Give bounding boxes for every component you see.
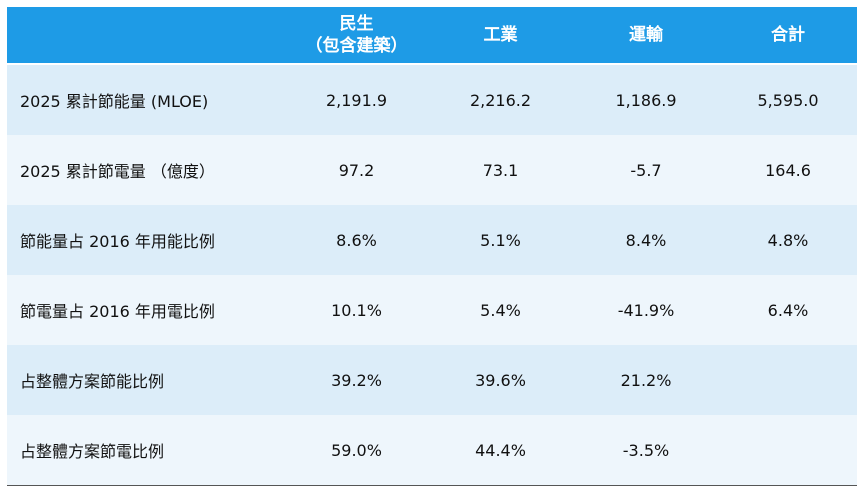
cell-total: 6.4% [719,275,857,345]
header-residential-title: 民生 [339,14,374,34]
table-row: 2025 累計節電量 （億度） 97.2 73.1 -5.7 164.6 [7,135,857,205]
cell-residential: 2,191.9 [285,64,428,135]
cell-transport: -3.5% [573,415,719,486]
energy-savings-table-container: 民生 （包含建築） 工業 運輸 合計 2025 累計節能量 (MLOE) 2,1… [7,7,857,486]
header-residential: 民生 （包含建築） [285,7,428,64]
row-label: 節能量占 2016 年用能比例 [7,205,285,275]
table-row: 節電量占 2016 年用電比例 10.1% 5.4% -41.9% 6.4% [7,275,857,345]
cell-transport: 8.4% [573,205,719,275]
header-transport: 運輸 [573,7,719,64]
cell-industry: 73.1 [428,135,573,205]
cell-transport: -41.9% [573,275,719,345]
table-row: 占整體方案節電比例 59.0% 44.4% -3.5% [7,415,857,486]
cell-residential: 8.6% [285,205,428,275]
cell-total [719,415,857,486]
energy-savings-table: 民生 （包含建築） 工業 運輸 合計 2025 累計節能量 (MLOE) 2,1… [7,7,857,486]
header-total: 合計 [719,7,857,64]
cell-total [719,345,857,415]
table-row: 節能量占 2016 年用能比例 8.6% 5.1% 8.4% 4.8% [7,205,857,275]
header-industry: 工業 [428,7,573,64]
row-label: 2025 累計節電量 （億度） [7,135,285,205]
cell-transport: -5.7 [573,135,719,205]
cell-total: 5,595.0 [719,64,857,135]
header-corner-cell [7,7,285,64]
cell-total: 4.8% [719,205,857,275]
cell-residential: 59.0% [285,415,428,486]
table-header-row: 民生 （包含建築） 工業 運輸 合計 [7,7,857,64]
cell-total: 164.6 [719,135,857,205]
cell-residential: 39.2% [285,345,428,415]
row-label: 占整體方案節能比例 [7,345,285,415]
row-label: 2025 累計節能量 (MLOE) [7,64,285,135]
cell-transport: 1,186.9 [573,64,719,135]
cell-industry: 39.6% [428,345,573,415]
cell-transport: 21.2% [573,345,719,415]
cell-residential: 97.2 [285,135,428,205]
cell-industry: 2,216.2 [428,64,573,135]
table-row: 2025 累計節能量 (MLOE) 2,191.9 2,216.2 1,186.… [7,64,857,135]
cell-residential: 10.1% [285,275,428,345]
header-residential-subtitle: （包含建築） [305,36,408,56]
table-row: 占整體方案節能比例 39.2% 39.6% 21.2% [7,345,857,415]
cell-industry: 5.4% [428,275,573,345]
cell-industry: 5.1% [428,205,573,275]
row-label: 節電量占 2016 年用電比例 [7,275,285,345]
row-label: 占整體方案節電比例 [7,415,285,486]
cell-industry: 44.4% [428,415,573,486]
